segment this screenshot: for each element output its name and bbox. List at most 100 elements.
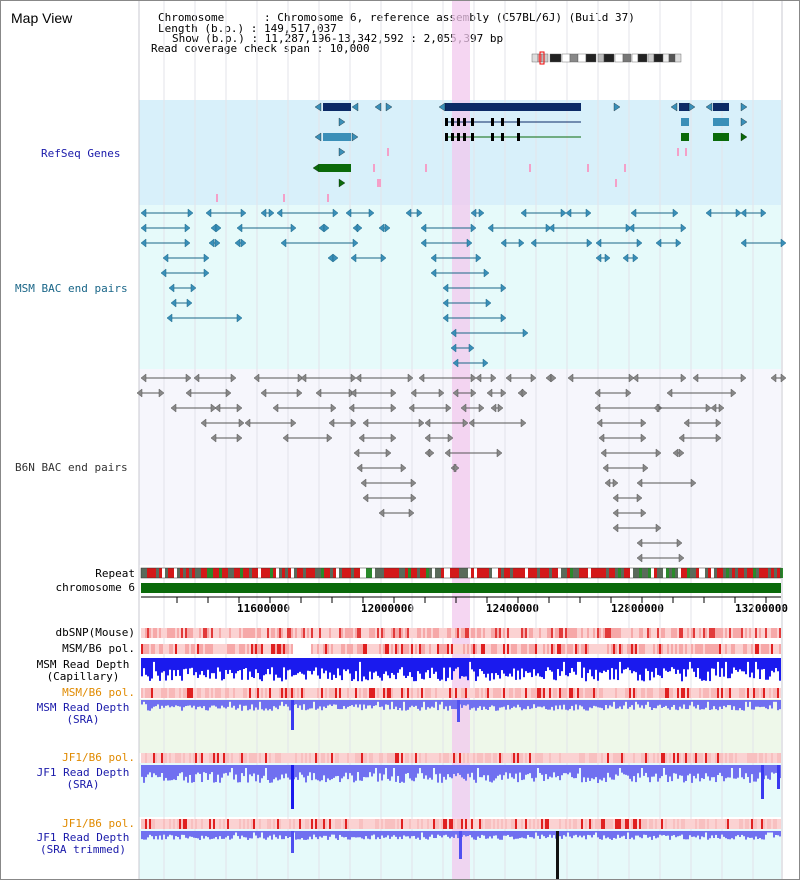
read-depth-bin (561, 765, 563, 776)
read-depth-bin (141, 765, 143, 777)
bac-end-marker (675, 238, 682, 248)
polymorphism-bin (699, 644, 701, 654)
polymorphism-bin (481, 819, 483, 829)
read-depth-bin (189, 700, 191, 706)
polymorphism-bin (313, 644, 315, 654)
polymorphism-bin (731, 628, 733, 638)
read-depth-bin (765, 765, 767, 776)
read-depth-bin (327, 700, 329, 706)
polymorphism-bin (545, 753, 547, 763)
repeat-segment (654, 568, 657, 578)
ideogram-band (541, 53, 549, 63)
polymorphism-bin (477, 688, 479, 698)
polymorphism-bin (579, 819, 581, 829)
read-depth-bin (155, 765, 157, 776)
polymorphism-bin (571, 628, 573, 638)
bac-end-marker (442, 298, 449, 308)
read-depth-bin (335, 831, 337, 839)
polymorphism-bin (645, 819, 647, 829)
polymorphism-bin (645, 628, 647, 638)
bac-end-marker (272, 403, 279, 413)
repeat-segment (714, 568, 717, 578)
ideogram-band (622, 53, 632, 63)
polymorphism-bin (691, 819, 693, 829)
polymorphism-bin (167, 628, 169, 638)
read-depth-bin (745, 831, 747, 840)
polymorphism-bin (775, 819, 777, 829)
read-depth-bin (311, 765, 313, 781)
gene-exon (463, 118, 466, 126)
read-depth-bin (733, 700, 735, 707)
read-depth-bin (415, 765, 417, 778)
read-depth-bin (525, 700, 527, 710)
polymorphism-bin (317, 753, 319, 763)
read-depth-bin (181, 658, 183, 681)
polymorphism-bin (613, 753, 615, 763)
repeat-segment (189, 568, 192, 578)
polymorphism-bin (241, 819, 243, 829)
polymorphism-bin (493, 753, 495, 763)
read-depth-bin (755, 700, 757, 707)
polymorphism-bin (271, 819, 273, 829)
read-depth-bin (547, 765, 549, 780)
polymorphism-bin (777, 644, 779, 654)
refseq-genes-label[interactable]: RefSeq Genes (41, 147, 121, 160)
bac-end-marker (560, 208, 567, 218)
msm-bac-label[interactable]: MSM BAC end pairs (15, 282, 128, 295)
read-depth-bin (497, 765, 499, 776)
read-depth-bin (563, 700, 565, 705)
polymorphism-bin (309, 819, 311, 829)
polymorphism-bin (271, 753, 273, 763)
polymorphism-bin (707, 753, 709, 763)
read-depth-bin (523, 831, 525, 839)
polymorphism-bin (611, 819, 613, 829)
polymorphism-bin (623, 628, 625, 638)
read-depth-bin (347, 700, 349, 707)
read-depth-bin (277, 700, 279, 710)
read-depth-bin (395, 831, 397, 837)
read-depth-bin (239, 765, 241, 783)
polymorphism-bin (321, 644, 323, 654)
bac-end-marker (770, 373, 777, 383)
polymorphism-bin (393, 819, 395, 829)
polymorphism-bin (471, 644, 473, 654)
polymorphism-bin (541, 688, 543, 698)
read-depth-bin (229, 700, 231, 702)
read-depth-bin (487, 765, 489, 776)
polymorphism-bin (261, 644, 263, 654)
read-depth-bin (463, 765, 465, 779)
read-depth-bin (571, 700, 573, 706)
polymorphism-bin (387, 753, 389, 763)
polymorphism-bin (591, 753, 593, 763)
read-depth-bin (401, 831, 403, 840)
read-depth-bin (761, 658, 763, 670)
polymorphism-bin (403, 644, 405, 654)
read-depth-bin (753, 831, 755, 840)
polymorphism-bin (335, 644, 337, 654)
read-depth-bin (749, 765, 751, 783)
polymorphism-bin (439, 819, 441, 829)
read-depth-bin (535, 700, 537, 708)
polymorphism-bin (529, 688, 531, 698)
read-depth-bin (771, 765, 773, 773)
repeat-segment (576, 568, 579, 578)
read-depth-bin (265, 700, 267, 709)
read-depth-bin (235, 831, 237, 833)
b6n-bac-label[interactable]: B6N BAC end pairs (15, 461, 128, 474)
polymorphism-bin (587, 688, 589, 698)
polymorphism-bin (635, 644, 637, 654)
read-depth-bin (549, 831, 551, 835)
read-depth-bin (625, 831, 627, 840)
read-depth-bin (403, 658, 405, 676)
polymorphism-bin (423, 688, 425, 698)
polymorphism-bin (425, 628, 427, 638)
polymorphism-bin (753, 819, 755, 829)
read-depth-bin (591, 658, 593, 677)
polymorphism-bin (449, 628, 451, 638)
polymorphism-bin (373, 688, 375, 698)
polymorphism-bin (325, 628, 327, 638)
bac-end-marker (470, 208, 477, 218)
read-depth-bin (329, 765, 331, 781)
polymorphism-bin (343, 688, 345, 698)
